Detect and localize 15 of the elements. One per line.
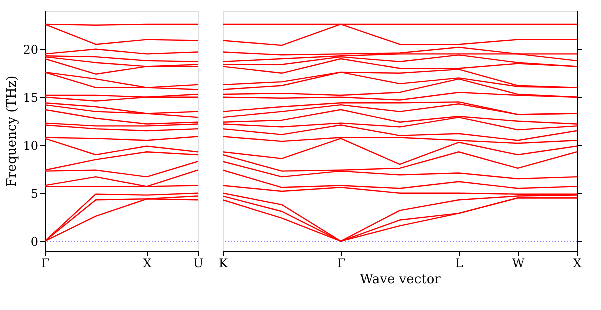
y-tick-label: 10 <box>23 138 38 153</box>
x-tick-label: Γ <box>41 256 50 270</box>
y-tick-label: 0 <box>30 234 38 249</box>
x-tick-label: L <box>456 256 464 270</box>
x-tick-label: X <box>143 256 152 270</box>
x-tick-label: W <box>512 256 526 270</box>
x-tick-label: K <box>219 256 230 270</box>
x-tick-label: U <box>193 256 204 270</box>
y-tick-label: 5 <box>30 186 38 201</box>
y-tick-label: 20 <box>23 42 38 57</box>
x-axis-title: Wave vector <box>360 272 442 288</box>
x-tick-label: X <box>573 256 582 270</box>
y-axis-title: Frequency (THz) <box>5 76 20 188</box>
x-tick-label: Γ <box>337 256 346 270</box>
y-tick-label: 15 <box>23 90 38 105</box>
